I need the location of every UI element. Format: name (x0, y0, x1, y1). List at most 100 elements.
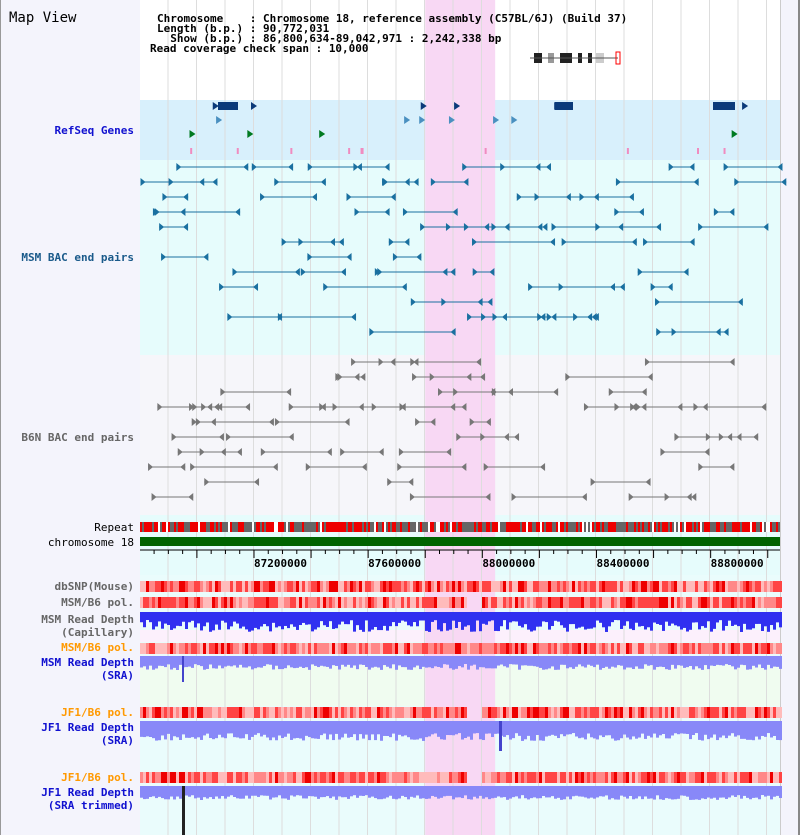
track-label-b6n-bac[interactable]: B6N BAC end pairs (21, 431, 134, 444)
depth-bar (149, 656, 152, 666)
repeat (528, 522, 530, 532)
repeat (490, 522, 492, 532)
track-label-msm-sra[interactable]: MSM Read Depth (SRA) (41, 656, 134, 682)
heat-cell (245, 707, 248, 718)
track-label-msm-bac[interactable]: MSM BAC end pairs (21, 251, 134, 264)
repeat (486, 522, 488, 532)
heat-cell (197, 707, 200, 718)
depth-bar (635, 721, 638, 739)
heat-cell (494, 581, 497, 592)
repeat (748, 522, 750, 532)
track-label-refseq[interactable]: RefSeq Genes (54, 124, 134, 137)
depth-bar (374, 721, 377, 741)
depth-bar (464, 786, 467, 796)
depth-bar (269, 612, 272, 632)
depth-bar (161, 612, 164, 629)
track-label-msm-pol[interactable]: MSM/B6 pol. (61, 596, 134, 609)
heat-cell (563, 772, 566, 783)
heat-cell (263, 597, 266, 608)
track-label-dbsnp[interactable]: dbSNP(Mouse) (54, 580, 134, 593)
repeat (662, 522, 664, 532)
heat-cell (224, 581, 227, 592)
depth-bar (773, 786, 776, 797)
track-label-jf1-pol[interactable]: JF1/B6 pol. (61, 706, 134, 719)
heat-cell (713, 643, 716, 654)
depth-bar (455, 612, 458, 628)
depth-bar (635, 612, 638, 623)
track-label-jf1-sra[interactable]: JF1 Read Depth (SRA) (41, 721, 134, 747)
heat-cell (428, 772, 431, 783)
track-label-jf1-trim[interactable]: JF1 Read Depth (SRA trimmed) (41, 786, 134, 812)
repeat (314, 522, 316, 532)
span-label: Read coverage check span : (150, 42, 329, 55)
repeat (548, 522, 550, 532)
heat-cell (257, 772, 260, 783)
repeat (464, 522, 466, 532)
heat-cell (203, 707, 206, 718)
heat-cell (656, 772, 659, 783)
heat-cell (686, 597, 689, 608)
heat-cell (359, 643, 362, 654)
depth-bar (428, 656, 431, 668)
bac-end (472, 238, 478, 246)
heat-cell (608, 643, 611, 654)
heat-cell (509, 597, 512, 608)
heat-cell (251, 772, 254, 783)
depth-bar (470, 656, 473, 666)
heat-cell (197, 643, 200, 654)
heat-cell (383, 597, 386, 608)
heat-cell (167, 643, 170, 654)
repeat (648, 522, 650, 532)
depth-bar (158, 786, 161, 797)
heat-cell (764, 597, 767, 608)
bac-end (378, 448, 384, 456)
depth-bar (524, 656, 527, 666)
heat-cell (344, 643, 347, 654)
gene (218, 102, 238, 110)
depth-bar (281, 656, 284, 670)
depth-bar (710, 612, 713, 632)
heat-cell (620, 643, 623, 654)
track-label-msm-cap[interactable]: MSM Read Depth (Capillary) (41, 613, 134, 639)
depth-bar (686, 656, 689, 668)
depth-bar (431, 612, 434, 622)
bac-end (698, 223, 704, 231)
scrollbar[interactable] (780, 0, 800, 835)
gene (713, 102, 735, 110)
heat-cell (350, 643, 353, 654)
heat-cell (179, 707, 182, 718)
heat-cell (542, 643, 545, 654)
depth-bar (425, 612, 428, 631)
depth-bar (659, 721, 662, 736)
heat-cell (605, 643, 608, 654)
heat-cell (149, 581, 152, 592)
heat-cell (284, 772, 287, 783)
depth-bar (296, 656, 299, 668)
heat-cell (527, 772, 530, 783)
bac-end (344, 418, 350, 426)
heat-cell (242, 707, 245, 718)
depth-bar (725, 612, 728, 626)
track-label-jf1-pol-trim[interactable]: JF1/B6 pol. (61, 771, 134, 784)
heat-cell (764, 581, 767, 592)
depth-bar (710, 721, 713, 738)
heat-cell (272, 643, 275, 654)
track-label-msm-pol-sra[interactable]: MSM/B6 pol. (61, 641, 134, 654)
depth-bar (200, 612, 203, 631)
depth-bar (356, 612, 359, 626)
heat-cell (488, 643, 491, 654)
depth-bar (176, 786, 179, 797)
depth-bar (377, 721, 380, 735)
heat-cell (521, 643, 524, 654)
heat-cell (323, 772, 326, 783)
heat-cell (623, 581, 626, 592)
depth-bar (662, 656, 665, 668)
heat-cell (617, 597, 620, 608)
heat-cell (671, 707, 674, 718)
heat-cell (260, 597, 263, 608)
depth-bar (227, 786, 230, 797)
heat-cell (722, 597, 725, 608)
depth-bar (278, 721, 281, 736)
depth-bar (269, 721, 272, 741)
